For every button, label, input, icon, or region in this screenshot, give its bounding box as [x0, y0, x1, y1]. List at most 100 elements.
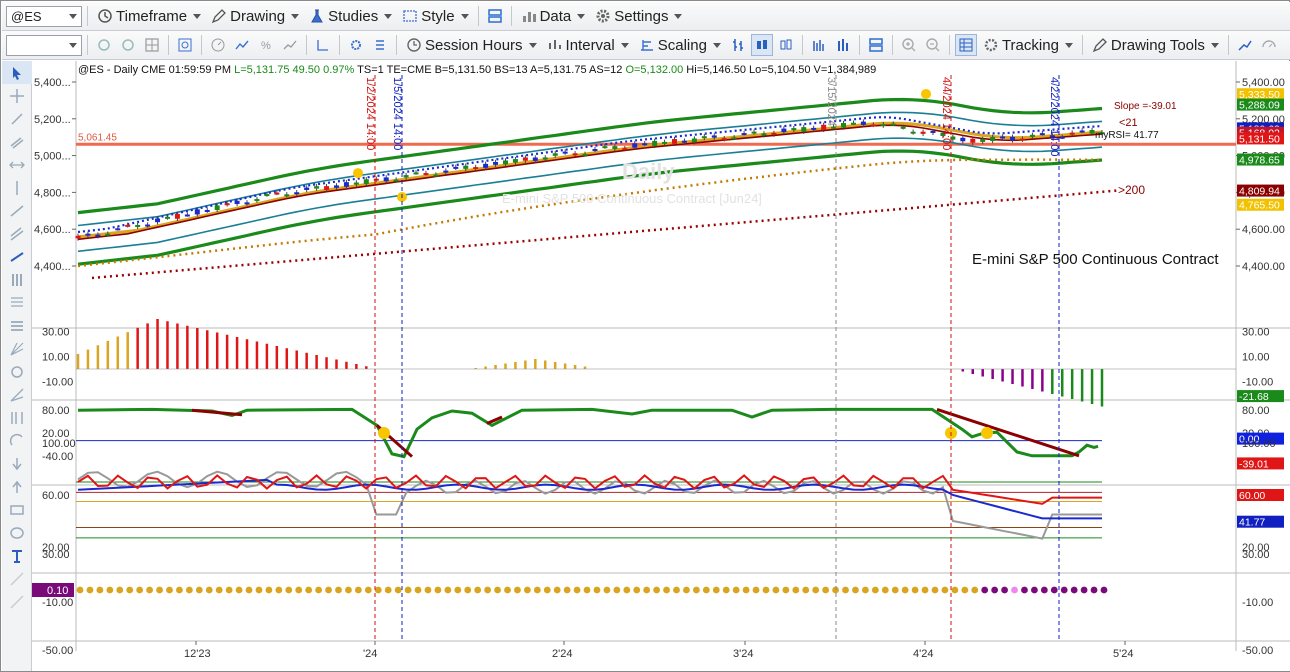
upper-band-outer — [77, 97, 1103, 215]
osc3-left-tick: 20.00 — [42, 542, 70, 554]
candle-body — [115, 228, 121, 231]
ray-icon[interactable] — [2, 199, 32, 222]
bar-chart-icon[interactable] — [832, 34, 854, 56]
chart-title: E-mini S&P 500 Continuous Contract — [972, 251, 1219, 268]
candle-body — [393, 179, 399, 182]
zoom-in-icon[interactable] — [898, 34, 920, 56]
parallel-lines-icon[interactable] — [2, 222, 32, 245]
drawing-tools-menu[interactable]: Drawing Tools — [1088, 34, 1223, 57]
settings-menu[interactable]: Settings — [591, 5, 686, 28]
session-hours-menu[interactable]: Session Hours — [402, 34, 541, 57]
vline-icon[interactable] — [2, 176, 32, 199]
osc1-badge — [1237, 390, 1284, 403]
zoom-box-icon[interactable] — [174, 34, 196, 56]
osc4-dot — [1050, 586, 1058, 594]
ruler-icon[interactable] — [2, 567, 32, 590]
osc4-dot — [136, 586, 144, 594]
symbols-icon[interactable] — [369, 34, 391, 56]
layout-icon[interactable] — [484, 5, 506, 27]
drawing-menu[interactable]: Drawing — [207, 5, 303, 28]
osc4-dot — [901, 586, 909, 594]
chevron-down-icon — [620, 42, 629, 48]
hollow-candle-icon[interactable] — [775, 34, 797, 56]
cycle-icon[interactable] — [2, 360, 32, 383]
candle-body — [105, 233, 111, 236]
interval-icon — [548, 40, 561, 49]
timeframe-icon — [98, 9, 112, 23]
session-hours-label: Session Hours — [425, 36, 523, 54]
chart-type-icon[interactable] — [231, 34, 253, 56]
header-field: CME — [138, 64, 166, 76]
osc4-dot — [394, 586, 402, 594]
interval-field[interactable] — [6, 34, 82, 56]
osc2-line-red — [191, 408, 1080, 458]
fib-ext-icon[interactable] — [2, 314, 32, 337]
osc1-badge-label: -21.68 — [1239, 391, 1269, 403]
osc4-dot — [434, 586, 442, 594]
crosshair-icon[interactable] — [2, 84, 32, 107]
timeframe-menu[interactable]: Timeframe — [93, 5, 205, 28]
chart-area[interactable]: 5,400... 5,200... 5,000... 4,800... 4,600...… — [32, 61, 1290, 671]
data-window-icon[interactable] — [954, 34, 977, 56]
arrow-up-icon[interactable] — [2, 475, 32, 498]
gear-icon — [596, 9, 610, 23]
eraser-icon[interactable] — [2, 590, 32, 613]
candlestick-icon[interactable] — [750, 34, 773, 56]
volume-bars-icon[interactable] — [808, 34, 830, 56]
percent-icon[interactable]: % — [255, 34, 277, 56]
candle-body — [244, 202, 250, 205]
ellipse-icon[interactable] — [2, 521, 32, 544]
osc2-badge — [1237, 457, 1284, 470]
pause-icon[interactable] — [2, 268, 32, 291]
osc4-dot — [653, 586, 661, 594]
tracking-menu[interactable]: Tracking — [979, 34, 1077, 57]
format-icon[interactable] — [345, 34, 367, 56]
zoom-out-icon[interactable] — [922, 34, 944, 56]
osc4-dot — [921, 586, 929, 594]
indicator-icon[interactable] — [312, 34, 334, 56]
reload-icon[interactable] — [117, 34, 139, 56]
interval-menu[interactable]: Interval — [543, 34, 633, 57]
x-tick-label: 5'24 — [1113, 648, 1133, 660]
trendline-icon[interactable] — [1234, 34, 1256, 56]
osc4-dot — [523, 586, 531, 594]
fib-time-icon[interactable] — [2, 406, 32, 429]
candle-body — [155, 218, 161, 223]
symbol-input[interactable]: @ES — [6, 5, 82, 27]
hline-icon[interactable] — [2, 153, 32, 176]
ohlc-bar-icon[interactable] — [727, 34, 749, 56]
gann-icon[interactable] — [2, 337, 32, 360]
candle-body — [801, 127, 807, 132]
osc2-left-tick: 80.00 — [42, 405, 70, 417]
candle-body — [1089, 130, 1095, 134]
cursor-icon[interactable] — [2, 61, 32, 84]
osc4-dot — [971, 586, 979, 594]
osc4-dot — [106, 586, 114, 594]
panes-icon[interactable] — [865, 34, 887, 56]
arrow-down-icon[interactable] — [2, 452, 32, 475]
candle-body — [164, 216, 170, 219]
grid-icon[interactable] — [141, 34, 163, 56]
candle-body — [721, 138, 727, 141]
speed-lines-icon[interactable] — [2, 383, 32, 406]
candle-body — [453, 166, 459, 169]
candle-body — [403, 175, 409, 178]
interval-label: Interval — [565, 36, 615, 54]
channel-icon[interactable] — [2, 130, 32, 153]
text-icon[interactable] — [2, 544, 32, 567]
left-price-tick: 4,400... — [34, 261, 71, 273]
fib-icon[interactable] — [2, 291, 32, 314]
compare-icon[interactable] — [279, 34, 301, 56]
data-menu[interactable]: Data — [517, 5, 590, 28]
refresh-icon[interactable] — [93, 34, 115, 56]
pitchfork-icon[interactable] — [2, 107, 32, 130]
dashboard-icon[interactable] — [1258, 34, 1280, 56]
rectangle-icon[interactable] — [2, 498, 32, 521]
scaling-menu[interactable]: Scaling — [635, 34, 725, 57]
regression-icon[interactable] — [2, 245, 32, 268]
speed-icon[interactable] — [207, 34, 229, 56]
studies-menu[interactable]: Studies — [305, 5, 396, 28]
arc-icon[interactable] — [2, 429, 32, 452]
style-menu[interactable]: Style — [398, 5, 472, 28]
candle-body — [294, 192, 300, 195]
